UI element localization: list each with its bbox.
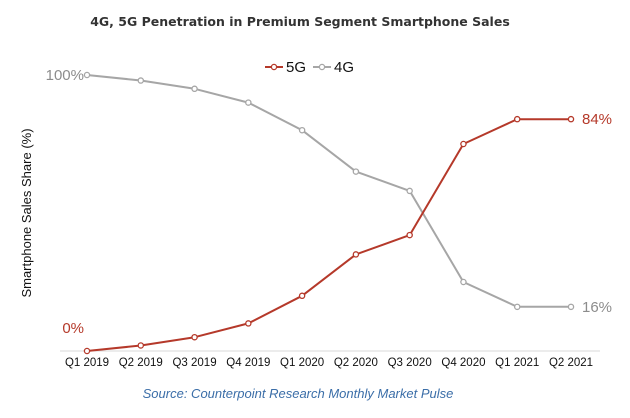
legend-label-4g: 4G — [334, 59, 354, 76]
data-point-4g — [83, 71, 91, 79]
data-point-5g — [406, 231, 413, 239]
x-tick-label: Q2 2020 — [334, 357, 378, 369]
data-point-4g — [298, 126, 306, 134]
x-tick-label: Q4 2020 — [441, 357, 485, 369]
data-point-4g — [245, 99, 252, 106]
x-tick-label: Q2 2021 — [549, 357, 593, 369]
x-tick-label: Q3 2019 — [172, 357, 216, 369]
data-point-4g — [406, 187, 413, 195]
x-tick-label: Q4 2019 — [226, 357, 270, 369]
data-point-5g — [245, 320, 252, 327]
series-4g — [83, 71, 575, 311]
legend-marker-4g — [318, 63, 326, 71]
legend-marker-5g — [270, 63, 278, 71]
data-point-5g — [83, 347, 91, 355]
series-line-5g — [86, 118, 571, 352]
chart-title: 4G, 5G Penetration in Premium Segment Sm… — [90, 14, 510, 29]
series-line-4g — [86, 74, 571, 308]
series-5g — [83, 115, 575, 355]
y-axis-label: Smartphone Sales Share (%) — [19, 128, 34, 297]
series-layer — [83, 71, 575, 355]
data-point-4g — [513, 303, 521, 311]
legend-label-5g: 5G — [286, 59, 306, 76]
x-tick-label: Q3 2020 — [388, 357, 432, 369]
data-point-5g — [460, 140, 467, 148]
x-tick-label: Q1 2019 — [65, 357, 109, 369]
legend-item-4g: 4G — [313, 59, 354, 76]
x-tick-label: Q2 2019 — [119, 357, 163, 369]
data-point-5g — [513, 115, 521, 123]
data-point-4g — [352, 168, 360, 175]
data-point-4g — [567, 303, 575, 311]
x-tick-labels: Q1 2019 Q2 2019 Q3 2019 Q4 2019 Q1 2020 Q2 20… — [65, 357, 593, 369]
data-point-5g — [567, 115, 575, 123]
data-point-5g — [191, 333, 198, 341]
data-label-5g: 84% — [582, 111, 612, 128]
data-point-4g — [460, 278, 467, 286]
data-label-4g: 16% — [582, 299, 612, 316]
data-labels: 100% 0% 84% 16% — [46, 67, 612, 337]
data-label-4g: 100% — [46, 67, 84, 84]
data-point-4g — [191, 85, 198, 93]
data-point-4g — [137, 77, 145, 84]
legend: 5G 4G — [265, 59, 354, 76]
legend-item-5g: 5G — [265, 59, 306, 76]
source-note: Source: Counterpoint Research Monthly Ma… — [143, 386, 454, 401]
data-label-5g: 0% — [62, 320, 84, 337]
data-point-5g — [298, 292, 306, 300]
data-point-5g — [137, 342, 145, 349]
data-point-5g — [352, 251, 360, 258]
x-tick-label: Q1 2020 — [280, 357, 324, 369]
x-tick-label: Q1 2021 — [495, 357, 539, 369]
